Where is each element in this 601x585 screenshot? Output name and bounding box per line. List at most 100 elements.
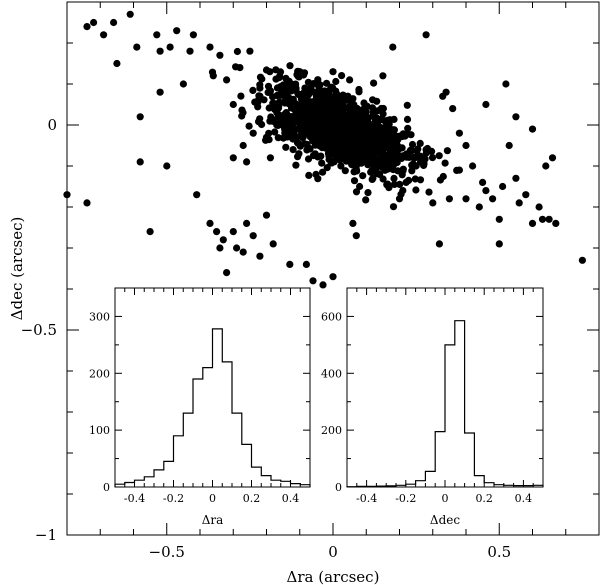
y-axis-label: Δdec (arcsec)	[8, 217, 26, 321]
scatter-point	[294, 103, 302, 111]
scatter-point	[441, 159, 449, 167]
scatter-point	[334, 117, 342, 125]
scatter-point	[323, 79, 331, 87]
scatter-point	[317, 152, 325, 160]
scatter-point	[289, 146, 297, 154]
scatter-point	[360, 144, 368, 152]
scatter-point	[411, 175, 419, 183]
scatter-point	[389, 43, 397, 51]
scatter-point	[286, 62, 294, 70]
scatter-point	[495, 215, 503, 223]
scatter-point	[318, 159, 326, 167]
scatter-point	[282, 80, 290, 88]
scatter-point	[428, 154, 437, 162]
scatter-point	[359, 172, 367, 180]
scatter-point	[209, 72, 217, 80]
scatter-point	[373, 169, 381, 178]
scatter-point	[266, 117, 274, 125]
scatter-point	[186, 47, 194, 55]
scatter-point	[351, 150, 359, 158]
x-tick-label: -0.2	[395, 492, 416, 505]
x-tick-label: -0.2	[163, 492, 184, 505]
scatter-point	[323, 164, 331, 172]
scatter-point	[370, 79, 378, 87]
x-tick-label: −0.5	[149, 543, 185, 561]
scatter-point	[352, 232, 360, 240]
scatter-point	[329, 68, 337, 76]
scatter-point	[422, 31, 430, 39]
histogram-bin	[261, 476, 271, 487]
x-axis-label: Δra	[202, 513, 224, 527]
scatter-point	[324, 137, 332, 145]
x-tick-label: 0.2	[243, 492, 261, 505]
histogram-bin	[281, 481, 291, 487]
histogram-bin	[465, 433, 475, 487]
scatter-point	[396, 180, 404, 188]
scatter-point	[429, 199, 437, 207]
scatter-point	[332, 87, 340, 95]
scatter-point	[302, 260, 310, 268]
scatter-point	[399, 187, 407, 195]
scatter-point	[366, 147, 374, 155]
scatter-point	[319, 281, 327, 289]
x-tick-label: 0	[442, 492, 449, 505]
scatter-point	[271, 105, 279, 114]
scatter-point	[336, 156, 344, 164]
scatter-point	[341, 167, 349, 175]
scatter-point	[136, 158, 144, 166]
scatter-point	[258, 120, 266, 129]
scatter-point	[455, 166, 463, 174]
scatter-point	[385, 158, 393, 167]
scatter-point	[482, 100, 490, 109]
x-tick-label: 0.4	[282, 492, 300, 505]
scatter-point	[384, 165, 392, 173]
scatter-point	[317, 118, 325, 127]
scatter-point	[416, 139, 424, 147]
scatter-point	[407, 131, 415, 139]
histogram-bin	[252, 467, 262, 487]
scatter-point	[349, 219, 357, 227]
histogram-bin	[125, 483, 135, 488]
scatter-point	[239, 141, 247, 150]
scatter-point	[357, 123, 365, 132]
scatter-point	[542, 162, 550, 170]
scatter-point	[233, 47, 241, 56]
scatter-point	[410, 153, 418, 162]
scatter-point	[335, 133, 344, 142]
scatter-point	[421, 155, 429, 163]
x-tick-label: 0	[209, 492, 216, 505]
scatter-point	[269, 240, 277, 248]
scatter-point	[369, 174, 377, 182]
scatter-point	[332, 77, 340, 86]
scatter-point	[282, 143, 290, 151]
histogram-bin	[222, 362, 232, 487]
scatter-point	[390, 115, 398, 123]
histogram-outline	[346, 320, 544, 488]
scatter-point	[113, 59, 121, 68]
scatter-point	[375, 130, 383, 138]
scatter-point	[284, 117, 292, 125]
scatter-point	[189, 31, 197, 39]
y-tick-label: 0	[103, 481, 110, 494]
scatter-point	[312, 96, 320, 104]
histogram-bin	[455, 321, 465, 487]
scatter-point	[229, 228, 237, 236]
scatter-point	[528, 219, 537, 227]
scatter-point	[482, 187, 490, 195]
scatter-point	[386, 130, 394, 138]
scatter-point	[442, 88, 450, 96]
scatter-point	[83, 199, 91, 207]
scatter-point	[398, 144, 406, 152]
scatter-point	[275, 119, 283, 127]
scatter-point	[249, 129, 257, 137]
scatter-point	[361, 157, 369, 165]
histogram-bin	[193, 379, 203, 487]
scatter-point	[462, 141, 470, 150]
scatter-point	[341, 95, 349, 103]
scatter-point	[384, 180, 392, 188]
scatter-point	[328, 97, 336, 105]
scatter-point	[379, 72, 387, 80]
scatter-point	[266, 154, 274, 162]
scatter-point	[216, 244, 224, 252]
inset-histogram-ra: -0.4 -0.2 0 0.2 0.4 0 100 200 300 Δra	[89, 287, 311, 527]
